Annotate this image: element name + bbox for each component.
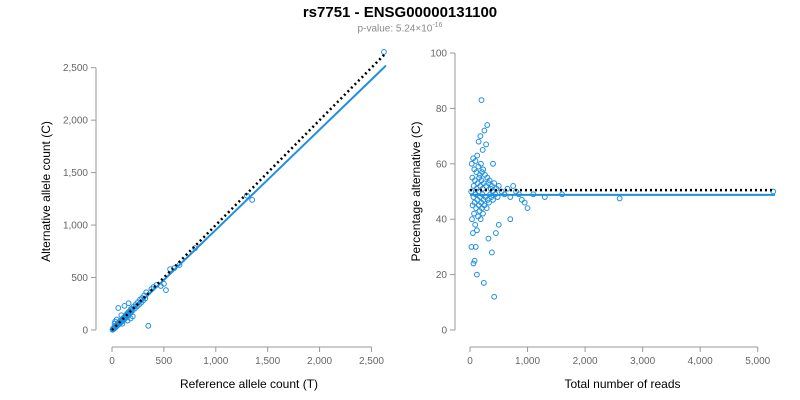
- data-point: [491, 293, 498, 300]
- data-point: [524, 205, 531, 212]
- x-tick-label: 5,000: [745, 356, 770, 367]
- y-tick-label: 2,500: [63, 63, 88, 74]
- data-point: [478, 160, 484, 167]
- data-point: [249, 196, 256, 203]
- y-tick-label: 2,000: [63, 116, 88, 127]
- data-point: [474, 227, 480, 234]
- data-point: [492, 230, 499, 236]
- data-point: [472, 244, 479, 250]
- data-point: [495, 221, 502, 228]
- x-tick-label: 1,000: [515, 356, 540, 367]
- data-point: [381, 49, 387, 55]
- x-tick-label: 3,000: [630, 356, 655, 367]
- data-point: [163, 287, 169, 294]
- y-tick-label: 1,000: [63, 221, 88, 232]
- data-point: [495, 183, 502, 189]
- data-point: [468, 160, 475, 167]
- data-point: [471, 257, 478, 264]
- data-point: [471, 210, 477, 217]
- y-tick-label: 500: [71, 273, 88, 284]
- data-point: [481, 127, 488, 134]
- subtitle-prefix: p-value: 5.24×10: [357, 23, 433, 35]
- data-point: [479, 185, 486, 192]
- data-point: [490, 160, 496, 167]
- data-point: [470, 260, 477, 267]
- data-point: [483, 205, 490, 212]
- x-tick-label: 1,000: [203, 356, 228, 367]
- data-point: [485, 235, 492, 242]
- y-axis-title: Percentage alternative (C): [409, 121, 423, 261]
- data-point: [485, 180, 492, 187]
- data-point: [518, 196, 525, 203]
- data-point: [480, 166, 487, 173]
- data-point: [616, 195, 623, 202]
- y-tick-label: 0: [441, 326, 447, 337]
- data-point: [477, 133, 484, 140]
- data-point: [486, 199, 492, 206]
- data-point: [160, 280, 167, 287]
- x-tick-label: 4,000: [688, 356, 713, 367]
- x-tick-label: 0: [467, 356, 473, 367]
- x-tick-label: 500: [156, 356, 173, 367]
- data-point: [127, 315, 134, 322]
- data-point: [472, 221, 479, 228]
- data-point: [490, 196, 496, 203]
- data-point: [472, 158, 479, 164]
- data-point: [488, 249, 495, 256]
- figure-subtitle: p-value: 5.24×10-16: [0, 22, 800, 34]
- data-point: [121, 302, 128, 309]
- data-point: [142, 295, 149, 302]
- x-axis-title: Total number of reads: [564, 377, 680, 391]
- reference-line: [111, 52, 387, 331]
- data-point: [521, 199, 528, 206]
- data-point: [475, 138, 482, 145]
- y-tick-label: 0: [82, 326, 88, 337]
- data-point: [507, 216, 514, 223]
- subtitle-exponent: -16: [432, 22, 443, 29]
- x-tick-label: 0: [109, 356, 115, 367]
- data-point: [474, 152, 481, 159]
- data-point: [469, 216, 475, 223]
- y-tick-label: 1,500: [63, 168, 88, 179]
- right-panel-percentage-alternative: 0 1,000 2,000 3,000 4,000 5,000 0 20 40 60 80 100 To…: [409, 49, 777, 391]
- data-point: [480, 280, 487, 286]
- x-tick-label: 1,500: [255, 356, 280, 367]
- y-tick-label: 80: [436, 104, 448, 115]
- x-tick-label: 2,500: [359, 356, 384, 367]
- data-point: [244, 192, 250, 199]
- x-tick-label: 2,000: [573, 356, 598, 367]
- data-point: [115, 305, 122, 311]
- data-point: [477, 216, 484, 223]
- y-tick-label: 60: [436, 159, 448, 170]
- left-panel-allele-counts: 0 500 1,000 1,500 2,000 2,500 0 500 1,000 1,500 2,…: [39, 49, 387, 391]
- data-point: [118, 312, 125, 319]
- y-tick-label: 40: [436, 215, 448, 226]
- data-point: [483, 141, 490, 148]
- data-point: [111, 320, 118, 327]
- data-point: [504, 185, 511, 192]
- x-tick-label: 2,000: [307, 356, 332, 367]
- data-point: [143, 289, 150, 296]
- data-point: [469, 230, 476, 236]
- y-tick-label: 20: [436, 270, 448, 281]
- figure-title: rs7751 - ENSG00000131100: [302, 4, 498, 21]
- data-point: [491, 180, 498, 187]
- x-axis-title: Reference allele count (T): [180, 377, 318, 391]
- y-axis-title: Alternative allele count (C): [39, 121, 53, 262]
- data-point: [473, 169, 480, 176]
- data-point: [486, 177, 493, 184]
- data-point: [480, 210, 486, 217]
- data-point: [479, 147, 486, 153]
- fit-line: [111, 64, 387, 331]
- data-point: [145, 322, 152, 329]
- data-point: [474, 271, 480, 278]
- data-point: [125, 300, 132, 307]
- data-point: [510, 183, 517, 189]
- data-point: [484, 122, 491, 128]
- data-point: [478, 97, 485, 103]
- y-tick-label: 100: [430, 49, 447, 60]
